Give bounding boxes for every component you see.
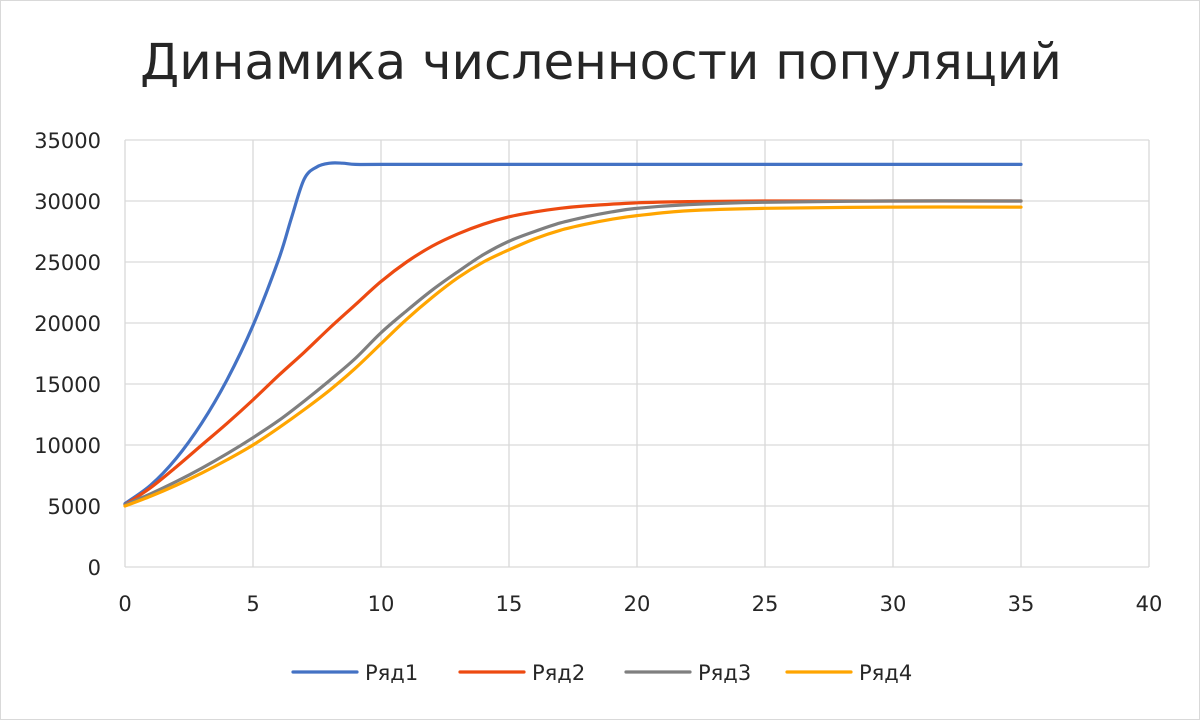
y-tick-label: 10000 xyxy=(34,434,101,458)
x-tick-label: 20 xyxy=(624,592,651,616)
x-tick-label: 0 xyxy=(118,592,131,616)
x-tick-label: 35 xyxy=(1008,592,1035,616)
legend-label: Ряд2 xyxy=(532,661,585,685)
series-line-1 xyxy=(123,161,1023,506)
y-tick-label: 20000 xyxy=(34,312,101,336)
x-tick-label: 40 xyxy=(1136,592,1163,616)
x-tick-label: 30 xyxy=(880,592,907,616)
x-tick-label: 15 xyxy=(496,592,523,616)
chart-title: Динамика численности популяций xyxy=(140,33,1062,91)
y-tick-label: 25000 xyxy=(34,251,101,275)
legend-item-4: Ряд4 xyxy=(785,661,912,685)
series-line-3 xyxy=(123,199,1023,507)
x-tick-label: 10 xyxy=(368,592,395,616)
x-tick-label: 5 xyxy=(246,592,259,616)
y-tick-label: 15000 xyxy=(34,373,101,397)
y-tick-label: 0 xyxy=(88,556,101,580)
legend-item-3: Ряд3 xyxy=(624,661,751,685)
legend-item-1: Ряд1 xyxy=(291,661,418,685)
series-layer xyxy=(123,161,1023,508)
legend-label: Ряд4 xyxy=(859,661,912,685)
axis-layer: 0 5000 10000 15000 20000 25000 30000 35000 0 5 10 1… xyxy=(34,129,1162,616)
legend-item-2: Ряд2 xyxy=(458,661,585,685)
y-tick-label: 35000 xyxy=(34,129,101,153)
legend: Ряд1 Ряд2 Ряд3 Ряд4 xyxy=(291,661,912,685)
y-tick-label: 30000 xyxy=(34,190,101,214)
legend-label: Ряд1 xyxy=(365,661,418,685)
series-line-4 xyxy=(123,205,1023,508)
y-tick-label: 5000 xyxy=(48,495,101,519)
legend-label: Ряд3 xyxy=(698,661,751,685)
grid-layer xyxy=(124,139,1150,568)
x-tick-label: 25 xyxy=(752,592,779,616)
series-line-2 xyxy=(123,199,1023,507)
